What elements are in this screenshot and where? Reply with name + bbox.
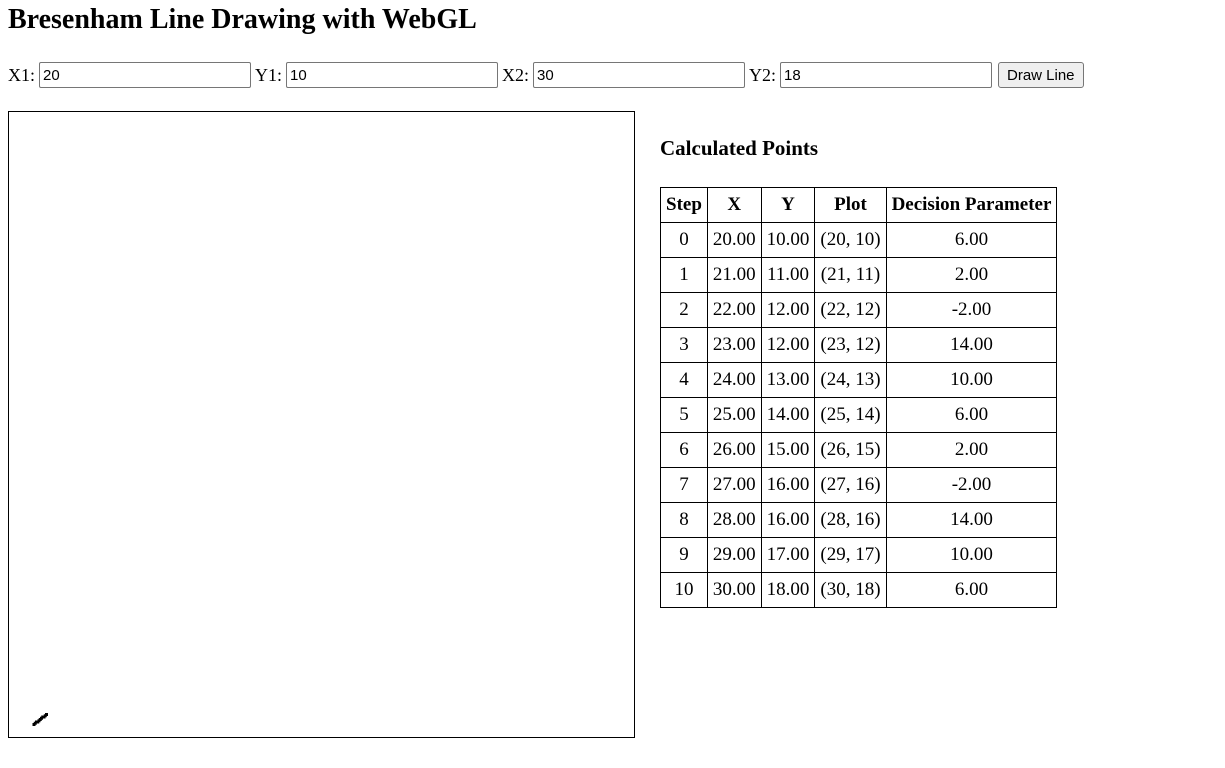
- draw-line-button[interactable]: Draw Line: [998, 62, 1084, 88]
- points-table: Step X Y Plot Decision Parameter 0 20.00 1…: [660, 187, 1058, 608]
- cell-step: 10: [660, 572, 708, 608]
- cell-x: 21.00: [706, 257, 762, 293]
- cell-step: 5: [660, 397, 708, 433]
- cell-plot: (21, 11): [814, 257, 887, 293]
- column-header-x: X: [706, 187, 762, 223]
- cell-x: 26.00: [706, 432, 762, 468]
- cell-step: 0: [660, 222, 708, 258]
- cell-x: 20.00: [706, 222, 762, 258]
- cell-y: 13.00: [760, 362, 816, 398]
- cell-plot: (30, 18): [814, 572, 887, 608]
- cell-plot: (27, 16): [814, 467, 887, 503]
- cell-y: 18.00: [760, 572, 816, 608]
- column-header-plot: Plot: [814, 187, 887, 223]
- cell-y: 15.00: [760, 432, 816, 468]
- webgl-canvas[interactable]: [8, 111, 635, 738]
- line-controls: X1: Y1: X2: Y2: Draw Line: [8, 61, 1084, 89]
- cell-decision-parameter: 2.00: [885, 257, 1058, 293]
- column-header-y: Y: [760, 187, 816, 223]
- cell-decision-parameter: 10.00: [885, 362, 1058, 398]
- cell-decision-parameter: 10.00: [885, 537, 1058, 573]
- cell-step: 8: [660, 502, 708, 538]
- cell-plot: (26, 15): [814, 432, 887, 468]
- cell-plot: (20, 10): [814, 222, 887, 258]
- points-table-body: 0 20.00 10.00 (20, 10) 6.00 1 21.00 11.00 (21, 1…: [660, 222, 1058, 608]
- table-header-row: Step X Y Plot Decision Parameter: [660, 187, 1058, 223]
- cell-decision-parameter: -2.00: [885, 292, 1058, 328]
- cell-y: 11.00: [760, 257, 816, 293]
- cell-decision-parameter: -2.00: [885, 467, 1058, 503]
- x1-label: X1:: [8, 65, 35, 85]
- table-row: 1 21.00 11.00 (21, 11) 2.00: [660, 257, 1058, 293]
- cell-decision-parameter: 14.00: [885, 502, 1058, 538]
- cell-plot: (25, 14): [814, 397, 887, 433]
- cell-x: 28.00: [706, 502, 762, 538]
- cell-y: 16.00: [760, 502, 816, 538]
- cell-step: 1: [660, 257, 708, 293]
- cell-x: 27.00: [706, 467, 762, 503]
- table-row: 0 20.00 10.00 (20, 10) 6.00: [660, 222, 1058, 258]
- page-title: Bresenham Line Drawing with WebGL: [8, 4, 477, 35]
- table-row: 4 24.00 13.00 (24, 13) 10.00: [660, 362, 1058, 398]
- y2-input[interactable]: [780, 62, 992, 88]
- cell-step: 4: [660, 362, 708, 398]
- table-row: 2 22.00 12.00 (22, 12) -2.00: [660, 292, 1058, 328]
- cell-y: 10.00: [760, 222, 816, 258]
- cell-decision-parameter: 6.00: [885, 572, 1058, 608]
- points-heading: Calculated Points: [660, 136, 819, 160]
- line-drawing: [32, 713, 48, 726]
- cell-x: 29.00: [706, 537, 762, 573]
- cell-decision-parameter: 6.00: [885, 397, 1058, 433]
- y1-label: Y1:: [255, 65, 282, 85]
- calculated-points-panel: Calculated Points Step X Y Plot Decision…: [660, 135, 1058, 608]
- y1-input[interactable]: [286, 62, 498, 88]
- table-row: 8 28.00 16.00 (28, 16) 14.00: [660, 502, 1058, 538]
- cell-plot: (28, 16): [814, 502, 887, 538]
- cell-x: 30.00: [706, 572, 762, 608]
- table-row: 7 27.00 16.00 (27, 16) -2.00: [660, 467, 1058, 503]
- cell-x: 25.00: [706, 397, 762, 433]
- table-row: 3 23.00 12.00 (23, 12) 14.00: [660, 327, 1058, 363]
- x1-input[interactable]: [39, 62, 251, 88]
- y2-label: Y2:: [749, 65, 776, 85]
- cell-plot: (23, 12): [814, 327, 887, 363]
- cell-y: 12.00: [760, 292, 816, 328]
- cell-x: 22.00: [706, 292, 762, 328]
- cell-plot: (29, 17): [814, 537, 887, 573]
- cell-step: 2: [660, 292, 708, 328]
- cell-y: 16.00: [760, 467, 816, 503]
- table-row: 6 26.00 15.00 (26, 15) 2.00: [660, 432, 1058, 468]
- cell-step: 7: [660, 467, 708, 503]
- cell-step: 6: [660, 432, 708, 468]
- cell-y: 14.00: [760, 397, 816, 433]
- cell-step: 9: [660, 537, 708, 573]
- cell-step: 3: [660, 327, 708, 363]
- cell-plot: (22, 12): [814, 292, 887, 328]
- x2-label: X2:: [502, 65, 529, 85]
- cell-decision-parameter: 2.00: [885, 432, 1058, 468]
- cell-decision-parameter: 14.00: [885, 327, 1058, 363]
- column-header-decision-parameter: Decision Parameter: [885, 187, 1058, 223]
- cell-x: 24.00: [706, 362, 762, 398]
- cell-y: 12.00: [760, 327, 816, 363]
- table-row: 5 25.00 14.00 (25, 14) 6.00: [660, 397, 1058, 433]
- plotted-pixel: [45, 713, 48, 716]
- cell-decision-parameter: 6.00: [885, 222, 1058, 258]
- cell-plot: (24, 13): [814, 362, 887, 398]
- table-row: 9 29.00 17.00 (29, 17) 10.00: [660, 537, 1058, 573]
- table-row: 10 30.00 18.00 (30, 18) 6.00: [660, 572, 1058, 608]
- x2-input[interactable]: [533, 62, 745, 88]
- column-header-step: Step: [660, 187, 708, 223]
- cell-x: 23.00: [706, 327, 762, 363]
- cell-y: 17.00: [760, 537, 816, 573]
